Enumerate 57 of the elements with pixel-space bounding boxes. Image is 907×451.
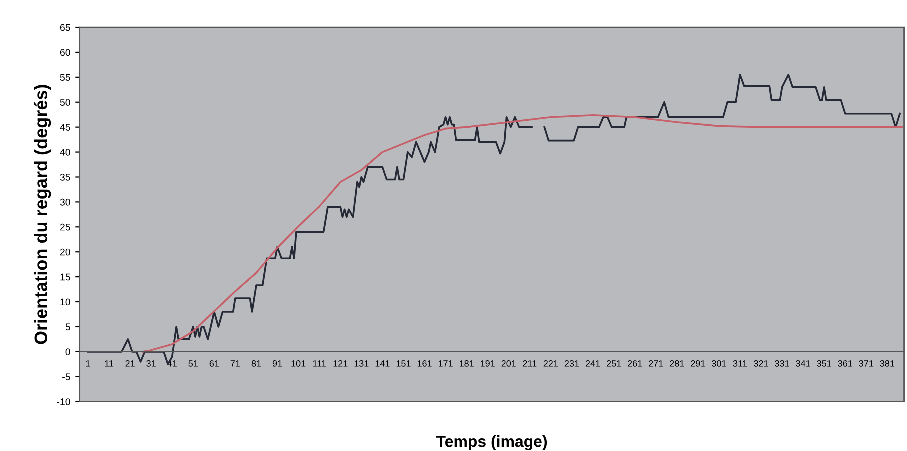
x-tick-label: 371: [859, 360, 874, 367]
y-tick-label: 35: [60, 174, 70, 181]
x-tick-label: 331: [775, 360, 790, 367]
x-tick-label: 71: [230, 360, 240, 367]
x-axis-title: Temps (image): [436, 436, 548, 450]
x-tick-label: 61: [210, 360, 220, 367]
y-tick-label: -10: [57, 398, 70, 406]
x-tick-label: 281: [670, 360, 684, 367]
y-tick-label: 60: [60, 49, 70, 56]
x-tick-label: 121: [334, 360, 348, 367]
x-tick-label: 31: [146, 360, 156, 367]
x-tick-label: 171: [438, 360, 453, 367]
x-tick-label: 301: [712, 360, 726, 367]
y-tick-label: 40: [60, 149, 70, 156]
x-tick-label: 161: [418, 360, 432, 367]
x-tick-label: 241: [586, 360, 600, 367]
x-tick-label: 91: [272, 360, 282, 367]
y-tick-label: 0: [66, 348, 70, 356]
y-tick-label: 20: [60, 248, 70, 256]
x-tick-label: 341: [796, 360, 810, 367]
x-tick-label: 21: [126, 360, 135, 367]
y-tick-label: 25: [60, 224, 70, 231]
line-series: [142, 114, 904, 353]
x-tick-label: 111: [313, 360, 326, 367]
y-tick-label: -5: [62, 374, 70, 381]
x-tick-label: 51: [188, 360, 198, 367]
y-tick-label: 65: [60, 24, 70, 32]
x-tick-label: 81: [252, 360, 262, 367]
x-tick-label: 151: [396, 360, 411, 367]
x-tick-label: 351: [817, 360, 832, 367]
x-tick-label: 191: [481, 360, 495, 367]
x-tick-label: 101: [292, 360, 306, 367]
x-tick-label: 201: [502, 360, 516, 367]
x-tick-label: 381: [880, 360, 895, 367]
y-tick-label: 10: [60, 298, 70, 306]
y-tick-label: 15: [60, 274, 70, 281]
x-tick-label: 311: [733, 360, 747, 367]
y-tick-label: 50: [60, 99, 70, 106]
x-tick-label: 361: [838, 360, 852, 367]
x-tick-label: 181: [460, 360, 474, 367]
x-tick-label: 141: [376, 360, 390, 367]
y-tick-label: 55: [60, 74, 70, 82]
x-tick-label: 291: [691, 360, 706, 367]
x-tick-label: 251: [606, 360, 622, 367]
x-tick-label: 231: [564, 360, 580, 367]
y-tick-label: 45: [60, 124, 70, 131]
x-tick-label: 1: [86, 360, 90, 367]
x-tick-label: 321: [754, 360, 768, 367]
y-tick-label: 30: [60, 198, 70, 206]
y-axis-title: Orientation du regard (degrés): [34, 85, 52, 344]
x-tick-label: 261: [628, 360, 642, 367]
x-tick-label: 271: [649, 360, 664, 367]
y-tick-label: 5: [66, 324, 70, 331]
x-tick-label: 131: [354, 360, 369, 367]
x-tick-label: 221: [544, 360, 558, 367]
x-tick-label: 211: [523, 360, 537, 367]
x-tick-label: 11: [105, 360, 114, 367]
